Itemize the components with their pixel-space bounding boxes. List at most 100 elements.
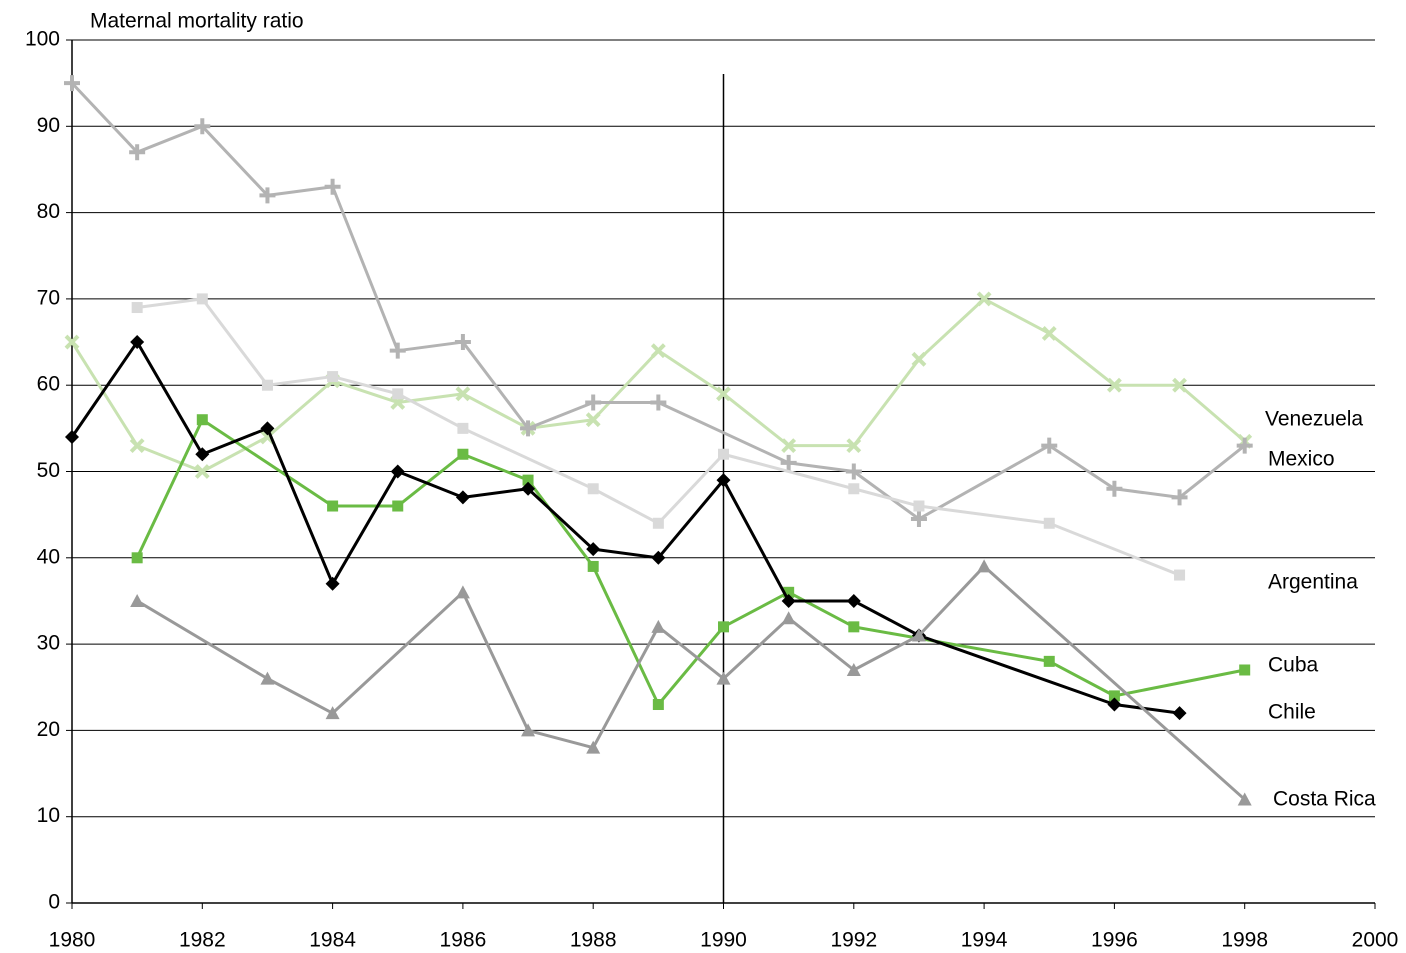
marker [585,412,601,428]
series-line [70,340,1180,715]
marker [845,463,862,480]
marker [783,586,795,598]
marker [457,422,469,434]
x-tick-label: 2000 [1352,929,1399,952]
marker [652,699,664,711]
marker [651,619,666,633]
series-line [135,418,1245,707]
marker [781,611,796,625]
marker [129,438,145,454]
series-label: Venezuela [1265,408,1363,431]
marker [325,706,340,720]
marker [1106,377,1122,393]
marker [64,75,80,92]
marker [976,291,992,307]
y-tick-label: 60 [37,373,60,396]
marker [846,438,862,454]
marker [977,559,992,573]
marker [64,334,80,350]
marker [327,371,339,383]
marker [1239,664,1251,676]
marker [392,388,404,400]
marker [130,593,145,607]
marker [1236,437,1253,454]
x-tick-label: 1988 [570,929,617,952]
marker [848,483,860,495]
marker [781,593,796,608]
marker [585,394,602,411]
marker [1172,377,1187,393]
y-tick-label: 50 [37,459,60,482]
marker [520,420,537,437]
marker [650,343,666,359]
marker [587,483,599,495]
y-tick-label: 20 [37,718,60,741]
marker [911,351,927,367]
marker [587,560,599,572]
marker [780,454,797,471]
marker [522,474,534,486]
series-label: Mexico [1268,448,1335,471]
marker [910,510,927,527]
marker [586,740,601,754]
marker [718,448,729,460]
marker [327,500,339,512]
marker [259,187,276,204]
marker [194,464,210,479]
marker [781,438,797,454]
marker [652,517,664,529]
marker [1107,697,1122,712]
marker [846,593,861,608]
marker [716,473,731,488]
x-tick-label: 1990 [700,929,747,952]
marker [1237,792,1252,806]
marker [65,429,79,444]
y-tick-label: 0 [48,891,60,914]
marker [848,621,860,633]
x-tick-label: 1980 [49,929,96,952]
y-tick-label: 30 [37,632,60,655]
y-tick-label: 40 [37,545,60,568]
marker [457,448,469,460]
series-line [136,297,1181,577]
marker [913,500,925,512]
marker [261,379,273,391]
marker [131,302,143,314]
marker [1041,326,1057,341]
marker [1108,690,1120,702]
marker [131,552,143,564]
marker [455,490,470,505]
marker [1174,569,1186,581]
marker [130,335,145,350]
marker [195,447,210,462]
series-label: Cuba [1268,654,1319,677]
marker [911,628,926,642]
marker [1043,655,1055,667]
series-label: Chile [1268,701,1316,724]
marker [521,481,536,496]
marker [846,662,861,676]
x-tick-label: 1982 [179,929,226,952]
marker [260,421,275,436]
y-tick-label: 100 [25,28,60,51]
series-label: Argentina [1268,571,1358,594]
series-line [136,564,1246,801]
y-tick-label: 10 [37,804,60,827]
marker [1041,437,1058,454]
marker [390,464,405,479]
marker [650,394,667,411]
x-tick-label: 1996 [1091,929,1138,952]
marker [454,334,471,351]
marker [392,500,404,512]
marker [651,550,666,565]
marker [455,386,471,402]
marker [1171,489,1188,506]
marker [586,542,601,557]
marker [196,414,208,426]
marker [194,118,211,135]
marker [1172,706,1187,721]
marker [1106,480,1123,497]
marker [325,576,340,591]
marker [716,671,731,685]
